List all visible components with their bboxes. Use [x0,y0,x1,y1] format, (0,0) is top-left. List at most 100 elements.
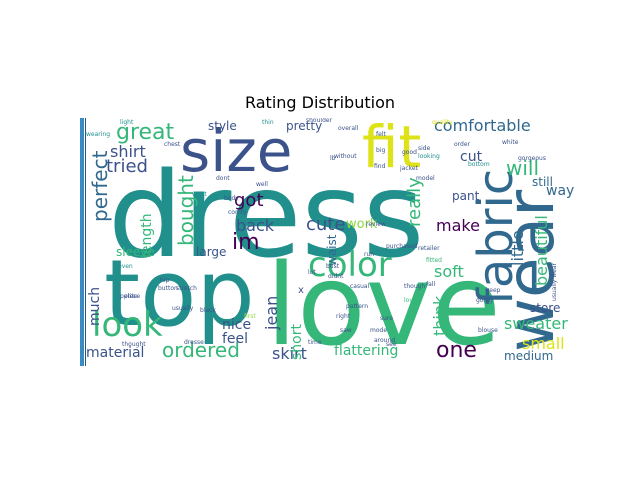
cloud-word: well [256,181,268,188]
cloud-word: blouse [478,327,498,334]
cloud-word: find [374,163,386,170]
cloud-word: didnt [328,273,344,280]
cloud-word: bought [174,175,198,246]
cloud-word: petite [120,293,138,300]
cloud-word: material [86,345,145,361]
cloud-word: back [236,216,275,235]
cloud-word: jacket [400,165,418,172]
cloud-word: x [298,285,304,296]
cloud-word: pant [452,189,480,203]
cloud-word: big [376,147,386,154]
cloud-word: small [522,334,565,353]
cloud-word: color [308,245,392,285]
cloud-word: store [530,301,561,315]
cloud-word: love [266,241,501,366]
cloud-word: quality [432,119,453,126]
cloud-word: jean [262,296,281,331]
cloud-word: sweater [504,314,568,333]
cloud-word: dont [216,175,230,182]
cloud-word: felt [376,131,386,138]
cloud-word: mode [370,327,388,334]
cloud-word: thought [122,341,146,348]
cloud-word: got [234,190,264,211]
cloud-word: bottom [468,161,490,168]
cloud-word: work [346,217,378,232]
cloud-word: great [116,120,175,145]
cloud-word: one [436,338,477,363]
cloud-word: body [224,195,239,202]
cloud-word: run [364,251,375,258]
cloud-word: waist [325,234,339,266]
cloud-word: lot [308,269,316,276]
cloud-word: dresse [184,339,204,346]
cloud-word: top [104,240,255,347]
cloud-word: still [532,175,553,189]
cloud-word: bust [326,263,340,270]
cloud-word: length [139,213,155,259]
cloud-word: looking [418,153,440,160]
cloud-word: first [244,313,256,320]
cloud-word: fall [426,281,436,288]
cloud-word: overall [338,125,359,132]
cloud-word: purchased [386,243,418,250]
cloud-word: wearing [86,131,111,138]
cloud-word: want [192,191,207,198]
cloud-word: though [404,283,426,290]
cloud-word: keep [486,287,501,294]
cloud-word: lb [330,155,336,162]
cloud-word: model [416,175,435,182]
cloud-word: much [87,286,103,326]
cloud-word: im [232,230,260,255]
cloud-word: order [454,141,470,148]
cloud-word: time [308,339,322,346]
cloud-word: way [546,183,575,199]
cloud-word: cute [306,214,346,235]
cloud-word: see [386,341,397,348]
cloud-word: style [208,119,237,133]
cloud-word: pattern [346,303,369,310]
cloud-word: skirt [272,344,307,363]
cloud-word: nice [222,317,252,333]
cloud-word: thin [262,119,274,126]
cloud-word: short [289,324,305,360]
word-cloud: dress love top size fit wear fabric color look gr… [80,118,576,366]
cloud-word: beautiful [532,215,551,287]
cloud-word: casual [350,283,370,290]
cloud-word: retailer [418,245,440,252]
cloud-word: pretty [286,119,323,133]
cloud-word: fit [362,118,422,181]
cloud-word: side [418,145,431,152]
cloud-word: feel [222,331,249,347]
cloud-word: sleeve [116,245,155,259]
cloud-word: stretch [176,285,197,292]
cloud-word: saw [340,327,352,334]
cloud-word: size [180,118,293,185]
cloud-word: white [502,139,519,146]
cloud-word: good [402,149,417,156]
cloud-word: comfy [228,209,247,216]
cloud-word: usually [172,305,194,312]
cloud-word: loved [404,297,421,304]
cloud-word: right [336,313,351,320]
cloud-word: black [200,307,216,314]
cloud-word: gorgeous [518,155,546,162]
cloud-word: shoulder [306,118,333,124]
cloud-word: soft [434,262,464,281]
cloud-word: review [366,221,386,228]
cloud-word: tried [106,156,148,177]
cloud-word: light [120,119,134,126]
cloud-word: ordered [162,338,240,362]
cloud-word: button [158,285,178,292]
cloud-word: hip [160,277,170,284]
cloud-word: going [476,297,493,304]
cloud-word: chest [164,141,181,148]
chart-title: Rating Distribution [244,93,395,112]
cloud-word: fitted [426,257,442,264]
cloud-word: cut [460,149,483,165]
cloud-left-edge [80,118,84,366]
cloud-word: make [436,216,480,235]
cloud-word: sure [380,315,393,322]
cloud-word: dress [108,146,425,284]
cloud-word: look [92,305,163,345]
cloud-word: piece [124,293,141,300]
